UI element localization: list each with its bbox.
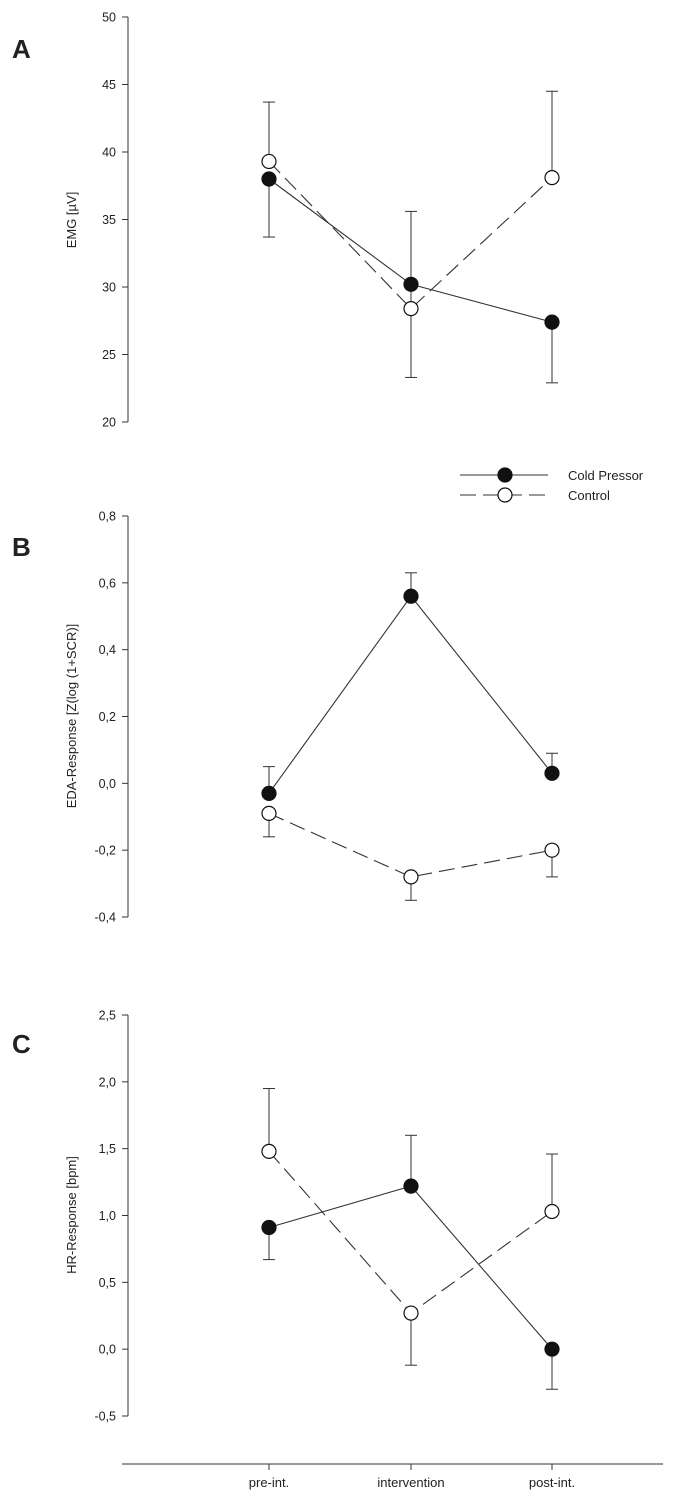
y-tick-label: 45	[102, 78, 116, 92]
data-point-control	[261, 805, 277, 822]
data-point-cold-pressor	[261, 785, 277, 801]
series-line-cold-pressor	[268, 595, 553, 794]
y-axis-label: EDA-Response [Z(log (1+SCR)]	[64, 624, 79, 809]
y-tick-label: 40	[102, 146, 116, 160]
y-tick-label: 1,5	[99, 1142, 116, 1156]
y-tick-label: 25	[102, 348, 116, 362]
legend-marker	[497, 467, 513, 483]
x-tick-label: intervention	[377, 1475, 444, 1490]
y-tick-label: 0,5	[99, 1276, 116, 1290]
legend-marker	[497, 487, 513, 503]
data-point-cold-pressor	[544, 314, 560, 330]
y-axis-label: HR-Response [bpm]	[64, 1156, 79, 1274]
y-tick-label: 2,0	[99, 1075, 116, 1089]
data-point-control	[544, 170, 560, 186]
legend-label: Cold Pressor	[568, 468, 644, 483]
data-point-cold-pressor	[261, 1219, 277, 1236]
data-point-cold-pressor	[403, 588, 419, 604]
y-axis-label: EMG [µV]	[64, 192, 79, 249]
series-line-control	[268, 812, 553, 878]
x-tick-label: post-int.	[529, 1475, 575, 1490]
y-tick-label: 2,5	[99, 1009, 116, 1023]
y-tick-label: 0,0	[99, 777, 116, 791]
y-tick-label: -0,5	[94, 1410, 116, 1424]
y-tick-label: 0,4	[99, 643, 116, 657]
y-tick-label: 0,2	[99, 710, 116, 724]
legend-label: Control	[568, 488, 610, 503]
data-point-cold-pressor	[544, 1341, 560, 1357]
y-tick-label: 35	[102, 213, 116, 227]
y-tick-label: 20	[102, 416, 116, 430]
data-point-control	[544, 1203, 560, 1220]
data-point-control	[403, 1305, 419, 1321]
data-point-control	[544, 842, 560, 858]
y-tick-label: 50	[102, 11, 116, 25]
panel-label: A	[12, 34, 31, 64]
data-point-control	[403, 869, 419, 885]
y-tick-label: -0,4	[94, 911, 116, 925]
y-tick-label: 30	[102, 281, 116, 295]
data-point-cold-pressor	[544, 765, 560, 781]
x-tick-label: pre-int.	[249, 1475, 289, 1490]
panel-label: B	[12, 532, 31, 562]
data-point-cold-pressor	[261, 171, 277, 187]
data-point-cold-pressor	[403, 276, 419, 292]
y-tick-label: 0,8	[99, 510, 116, 524]
series-line-control	[268, 161, 553, 310]
data-point-cold-pressor	[403, 1178, 419, 1194]
y-tick-label: 0,6	[99, 576, 116, 590]
panel-label: C	[12, 1029, 31, 1059]
y-tick-label: -0,2	[94, 844, 116, 858]
data-point-control	[261, 153, 277, 170]
data-point-control	[403, 301, 419, 317]
y-tick-label: 0,0	[99, 1343, 116, 1357]
data-point-control	[261, 1143, 277, 1159]
y-tick-label: 1,0	[99, 1209, 116, 1223]
